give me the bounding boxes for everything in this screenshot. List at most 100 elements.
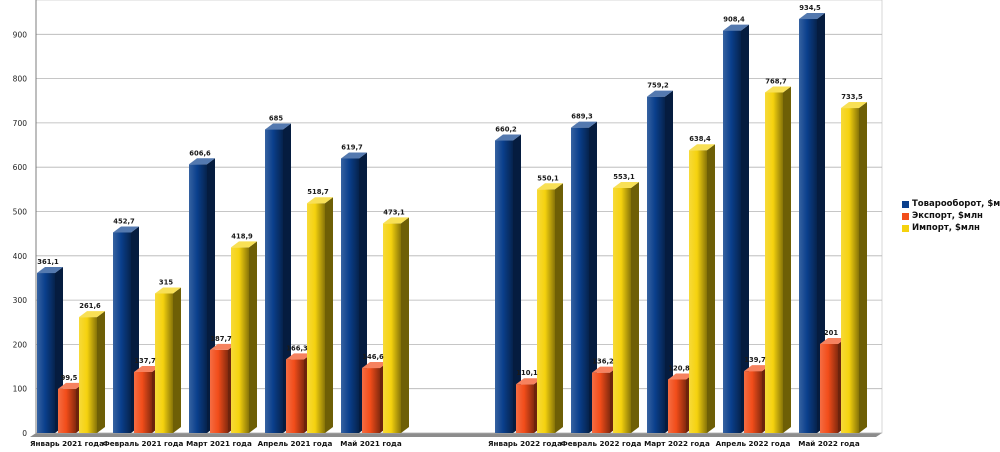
bar (495, 140, 513, 433)
data-label: 733,5 (841, 93, 863, 101)
bar (820, 343, 838, 433)
bar-top (820, 337, 846, 344)
data-label: 315 (159, 278, 173, 286)
bar-top (307, 197, 333, 204)
bar-top (286, 353, 312, 360)
bar-top (744, 365, 770, 372)
legend-label: Экспорт, $млн (912, 211, 983, 221)
data-label: 685 (269, 115, 283, 123)
labels: 361,1 99,5 261,6 452,7 137,7 315 606,6 187,7 418… (37, 4, 863, 382)
data-label: 418,9 (231, 232, 253, 240)
data-label: 146,6 (362, 353, 384, 361)
bar-side (513, 134, 521, 433)
legend: Товарооборот, $млн Экспорт, $млн Импорт, $… (902, 198, 1000, 234)
x-tick-label: Февраль 2022 года (561, 439, 642, 448)
bar-top (799, 13, 825, 20)
legend-swatch (902, 212, 909, 220)
data-label: 518,7 (307, 188, 329, 196)
data-label: 201 (824, 329, 838, 337)
bar-side (741, 24, 749, 434)
x-tick-label: Май 2021 года (340, 439, 402, 448)
x-tick-label: Январь 2021 года (30, 439, 104, 448)
bar (765, 92, 783, 434)
bar (307, 203, 325, 433)
bar-side (249, 241, 257, 433)
bar-top (647, 90, 673, 97)
bar-top (841, 102, 867, 109)
bar-top (592, 366, 618, 373)
bar-top (613, 181, 639, 188)
bar (113, 232, 131, 433)
legend-label: Товарооборот, $млн (912, 199, 1000, 209)
y-tick-label: 0 (22, 429, 27, 438)
bar-side (817, 13, 825, 433)
data-label: 606,6 (189, 149, 211, 157)
bar-top (189, 158, 215, 165)
bar (155, 293, 173, 433)
x-tick-label: Апрель 2022 года (716, 439, 791, 448)
bar (37, 273, 55, 433)
bar (516, 384, 534, 433)
x-tick-label: Март 2022 года (644, 439, 710, 448)
legend-item: Импорт, $млн (902, 222, 998, 234)
bar (231, 247, 249, 433)
bar (668, 379, 686, 433)
bar (79, 317, 97, 433)
bar-top (765, 86, 791, 93)
bar-side (589, 121, 597, 433)
data-label: 473,1 (383, 208, 405, 216)
data-label: 361,1 (37, 258, 59, 266)
bar-top (571, 121, 597, 128)
y-tick-label: 700 (13, 119, 28, 128)
legend-label: Импорт, $млн (912, 223, 980, 233)
x-tick-label: Апрель 2021 года (258, 439, 333, 448)
bar-side (783, 86, 791, 434)
data-label: 166,3 (286, 344, 308, 352)
x-tick-label: Январь 2022 года (488, 439, 562, 448)
bar-side (859, 102, 867, 433)
bar-top (668, 373, 694, 380)
legend-item: Экспорт, $млн (902, 210, 998, 222)
bar (613, 187, 631, 433)
bar-top (689, 144, 715, 151)
bar-side (283, 123, 291, 434)
bar-top (341, 152, 367, 159)
bar-top (516, 378, 542, 385)
y-tick-label: 500 (13, 208, 28, 217)
bar-top (495, 134, 521, 141)
data-label: 110,1 (516, 369, 538, 377)
data-label: 139,7 (744, 356, 766, 364)
data-label: 689,3 (571, 113, 593, 121)
bar (689, 150, 707, 434)
bar (571, 127, 589, 433)
y-tick-label: 600 (13, 163, 28, 172)
y-tick-label: 300 (13, 296, 28, 305)
bar (723, 30, 741, 434)
bar-side (173, 287, 181, 433)
bar-top (383, 217, 409, 224)
data-label: 550,1 (537, 174, 559, 182)
data-label: 261,6 (79, 302, 101, 310)
data-label: 908,4 (723, 16, 745, 24)
bar-top (37, 267, 63, 274)
data-label: 99,5 (61, 374, 78, 382)
bar (134, 371, 152, 433)
bar (799, 19, 817, 433)
bar-top (79, 311, 105, 318)
y-tick-label: 100 (13, 385, 28, 394)
x-tick-label: Май 2022 года (798, 439, 860, 448)
bar (210, 349, 228, 433)
legend-swatch (902, 200, 909, 208)
data-label: 768,7 (765, 77, 787, 85)
bar-side (631, 181, 639, 433)
bar-top (155, 287, 181, 294)
data-label: 137,7 (134, 357, 156, 365)
bar (341, 158, 359, 433)
legend-item: Товарооборот, $млн (902, 198, 1000, 210)
data-label: 759,2 (647, 82, 669, 90)
bar (592, 372, 610, 433)
bar (383, 223, 401, 433)
data-label: 136,2 (592, 358, 614, 366)
bar (189, 164, 207, 434)
